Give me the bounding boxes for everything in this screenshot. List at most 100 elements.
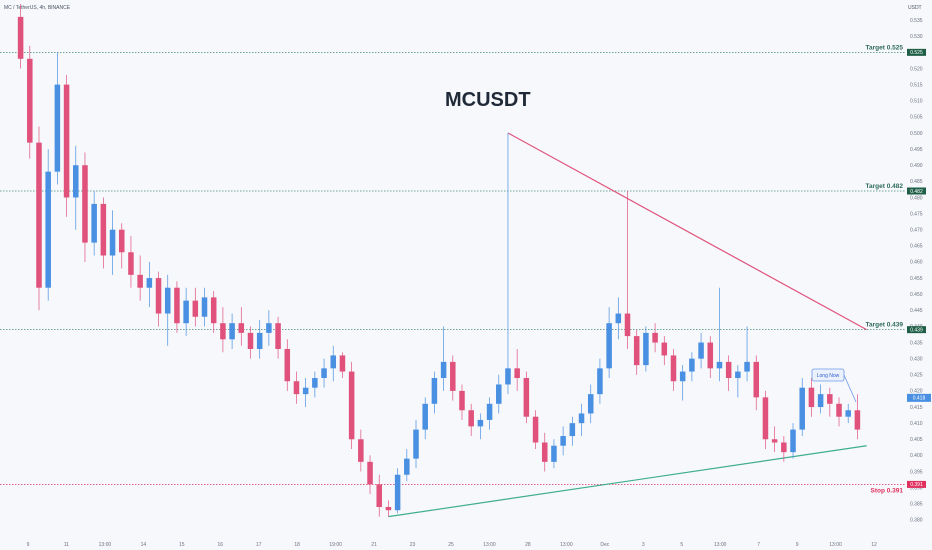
candle-body <box>624 313 631 337</box>
current-price-label: 0.418 <box>913 395 926 401</box>
candle-body <box>496 384 502 404</box>
candle-body <box>413 429 419 459</box>
candle-body <box>652 332 658 343</box>
x-tick-label: 3 <box>642 542 645 548</box>
x-tick-label: 14 <box>141 542 147 548</box>
candle-body <box>404 458 410 475</box>
candle-body <box>63 84 70 198</box>
target-badge-label: 0.525 <box>910 50 923 56</box>
y-tick-label: 0.435 <box>910 340 923 346</box>
x-tick-label: 13:00 <box>829 542 842 548</box>
y-tick-label: 0.460 <box>910 260 923 266</box>
y-tick-label: 0.490 <box>910 163 923 169</box>
x-tick-label: 12 <box>871 542 877 548</box>
x-tick-label: 9 <box>796 542 799 548</box>
candle-body <box>247 332 254 349</box>
y-tick-label: 0.425 <box>910 373 923 379</box>
symbol-header: MC / TetherUS, 4h, BINANCE <box>4 5 71 11</box>
candle-body <box>597 368 603 395</box>
x-tick-label: Dec <box>600 542 609 548</box>
candle-body <box>771 439 778 443</box>
y-tick-label: 0.515 <box>910 82 923 88</box>
stop-label: Stop 0.391 <box>870 487 903 494</box>
candle-body <box>450 361 456 391</box>
stop-badge-label: 0.391 <box>910 482 923 488</box>
candle-body <box>725 361 732 379</box>
candle-body <box>707 342 714 369</box>
y-tick-label: 0.465 <box>910 244 923 250</box>
x-tick-label: 28 <box>525 542 531 548</box>
x-tick-label: 11 <box>64 542 69 548</box>
support-trendline <box>388 445 867 518</box>
candle-body <box>661 342 668 356</box>
x-tick-label: 16 <box>217 542 223 548</box>
candle-body <box>845 410 851 417</box>
candle-body <box>91 203 97 243</box>
candle-body <box>817 394 824 408</box>
candle-body <box>312 378 318 388</box>
candle-body <box>689 358 695 372</box>
candle-body <box>73 165 79 198</box>
y-tick-label: 0.470 <box>910 227 923 233</box>
candle-body <box>256 332 263 349</box>
x-tick-label: 19:00 <box>329 542 342 548</box>
candle-body <box>128 252 134 275</box>
candle-body <box>220 323 226 340</box>
candle-body <box>615 313 622 324</box>
current-price-badge <box>907 393 931 402</box>
candle-body <box>275 323 281 349</box>
candle-body <box>459 390 465 411</box>
candle-body <box>735 371 741 379</box>
candle-body <box>643 332 649 366</box>
candle-body <box>266 323 272 333</box>
candle-body <box>385 506 392 511</box>
trend-lines <box>388 132 867 518</box>
price-badges: 0.525 0.482 0.439 0.391 0.418 <box>907 48 931 488</box>
long-now-callout: Long Now <box>811 368 857 403</box>
chart-title: MCUSDT <box>445 89 531 111</box>
y-tick-label: 0.415 <box>910 405 923 411</box>
candle-body <box>716 361 723 369</box>
callout-label: Long Now <box>817 373 840 379</box>
y-tick-label: 0.505 <box>910 115 923 121</box>
candle-body <box>45 171 51 288</box>
candle-body <box>164 287 171 314</box>
candle-body <box>753 361 760 398</box>
time-axis: 9 11 13:00 14 15 16 17 18 19:00 21 23 25 13:00 28 13:0… <box>27 542 877 548</box>
candle-body <box>192 300 199 317</box>
candle-body <box>54 84 61 172</box>
candle-body <box>799 387 805 430</box>
candle-body <box>82 165 88 243</box>
candle-body <box>17 16 24 59</box>
y-tick-label: 0.430 <box>910 356 923 362</box>
candle-body <box>302 387 309 395</box>
candle-body <box>284 348 291 382</box>
callout-pointer <box>843 374 857 403</box>
candle-body <box>174 287 180 324</box>
target-label: Target 0.482 <box>866 183 904 190</box>
y-tick-label: 0.475 <box>910 211 923 217</box>
candle-body <box>339 355 346 372</box>
y-tick-label: 0.495 <box>910 147 923 153</box>
stop-badge <box>907 480 926 488</box>
candle-body <box>569 423 576 437</box>
target-badge <box>907 187 926 195</box>
x-tick-label: 9 <box>27 542 30 548</box>
target-lines: Target 0.525 Target 0.482 Target 0.439 Stop… <box>0 44 906 494</box>
target-badge <box>907 48 926 56</box>
candle-body <box>670 355 677 382</box>
candle-body <box>146 278 153 288</box>
x-tick-label: 15 <box>179 542 185 548</box>
candle-body <box>358 439 364 462</box>
candle-body <box>827 394 833 404</box>
x-tick-label: 13:00 <box>99 542 112 548</box>
x-tick-label: 25 <box>448 542 454 548</box>
candle-body <box>348 371 355 440</box>
candle-body <box>698 342 704 359</box>
y-tick-label: 0.535 <box>910 18 923 24</box>
candle-body <box>431 378 438 404</box>
y-tick-label: 0.530 <box>910 34 923 40</box>
candle-body <box>422 403 428 430</box>
